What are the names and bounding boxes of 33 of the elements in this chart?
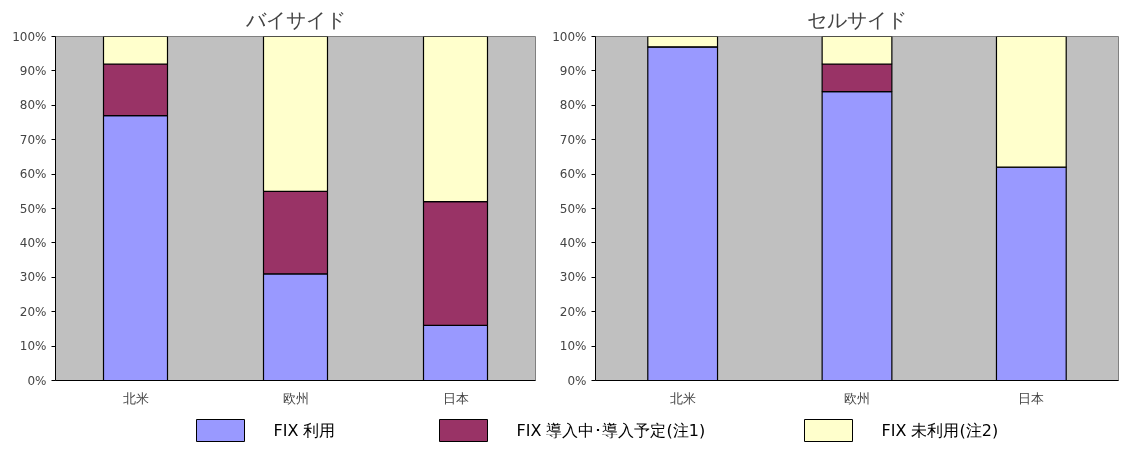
x-tick-label: 欧州 (282, 390, 309, 406)
y-tick-label: 60% (559, 167, 587, 182)
x-tick-label: 北米 (669, 390, 696, 406)
y-tick-label: 80% (559, 98, 587, 113)
y-tick-label: 100% (12, 29, 47, 44)
y-tick-label: 90% (19, 63, 47, 78)
x-tick-label: 北米 (122, 390, 149, 406)
y-tick-label: 50% (19, 201, 47, 216)
y-tick-label: 40% (559, 235, 587, 250)
y-tick-label: 10% (19, 339, 47, 354)
legend-label: FIX 導入中･導入予定(注1) (516, 421, 706, 440)
y-tick-label: 20% (19, 304, 47, 319)
y-tick-label: 0% (567, 373, 587, 388)
y-tick-label: 100% (552, 29, 587, 44)
legend-label: FIX 利用 (273, 421, 336, 440)
chart-title: セルサイド (807, 7, 907, 32)
chart-title: バイサイド (244, 7, 346, 32)
y-tick-label: 20% (559, 304, 587, 319)
y-tick-label: 70% (19, 132, 47, 147)
x-tick-label: 日本 (442, 390, 469, 406)
y-tick-label: 0% (27, 373, 47, 388)
y-tick-label: 70% (559, 132, 587, 147)
x-tick-label: 日本 (1018, 390, 1045, 406)
y-tick-label: 40% (19, 235, 47, 250)
y-tick-label: 60% (19, 167, 47, 182)
y-tick-label: 50% (559, 201, 587, 216)
y-tick-label: 10% (559, 339, 587, 354)
legend-label: FIX 未利用(注2) (881, 421, 999, 440)
y-tick-label: 30% (559, 270, 587, 285)
y-tick-label: 30% (19, 270, 47, 285)
y-tick-label: 90% (559, 63, 587, 78)
x-tick-label: 欧州 (844, 390, 870, 406)
y-tick-label: 80% (19, 98, 47, 113)
